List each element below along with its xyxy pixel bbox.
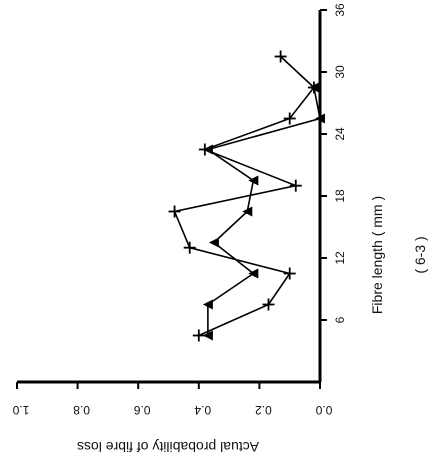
series-2-point	[208, 237, 219, 248]
y-tick-label: 0.4	[194, 403, 211, 417]
series-2-point	[202, 330, 213, 341]
y-axis-title: Actual probability of fibre loss	[77, 439, 259, 455]
y-tick-label: 0.6	[134, 403, 151, 417]
series-2-point	[308, 82, 319, 93]
x-tick-label: 36	[333, 3, 347, 17]
x-axis-title: Fibre length ( mm )	[369, 196, 385, 314]
series-2-point	[202, 299, 213, 310]
panel-label: ( 6-3 )	[412, 236, 428, 273]
series-2-line	[206, 87, 321, 336]
series-1-point	[283, 267, 296, 280]
plot-area: 6 12 18 24 30 36 0.0 0.2 0.4 0.6 0.8 1.0	[12, 3, 347, 417]
series-2-point	[248, 175, 259, 186]
series-1-point	[183, 241, 196, 254]
series-2-point	[248, 268, 259, 279]
series-2-point	[315, 113, 325, 124]
x-tick-label: 30	[333, 65, 347, 79]
y-tick-label: 0.2	[255, 403, 272, 417]
series-1-point	[283, 112, 296, 125]
series-1-point	[168, 205, 181, 218]
y-axis-ticks: 0.0 0.2 0.4 0.6 0.8 1.0	[12, 382, 332, 417]
y-tick-label: 0.8	[73, 403, 90, 417]
series-2-point	[202, 144, 213, 155]
series-layer	[168, 50, 325, 342]
series-1-point	[262, 298, 275, 311]
series-1-point	[192, 329, 205, 342]
series-2-point	[242, 206, 253, 217]
x-tick-label: 24	[333, 127, 347, 141]
series-1-line	[173, 55, 316, 337]
x-tick-label: 12	[333, 251, 347, 265]
x-tick-label: 6	[333, 316, 347, 323]
series-1-point	[274, 50, 287, 63]
series-1-point	[289, 179, 302, 192]
y-tick-label: 0.0	[315, 403, 332, 417]
x-axis-ticks: 6 12 18 24 30 36	[320, 3, 347, 323]
y-tick-label: 1.0	[12, 403, 29, 417]
x-tick-label: 18	[333, 189, 347, 203]
